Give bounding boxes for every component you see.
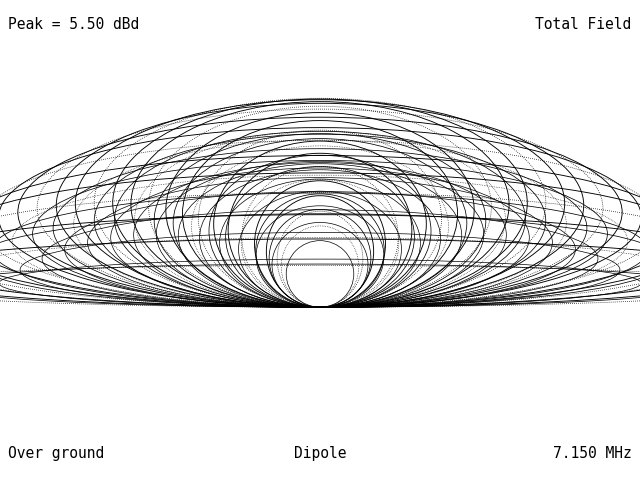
Text: Dipole: Dipole (294, 446, 346, 461)
Text: Over ground: Over ground (8, 446, 104, 461)
Text: Total Field: Total Field (536, 17, 632, 32)
Text: 7.150 MHz: 7.150 MHz (553, 446, 632, 461)
Text: Peak = 5.50 dBd: Peak = 5.50 dBd (8, 17, 140, 32)
